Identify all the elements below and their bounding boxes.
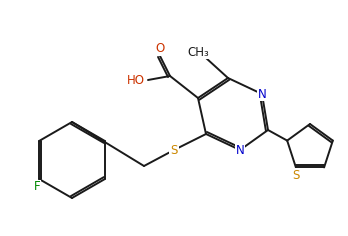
Text: F: F (34, 181, 40, 194)
Text: O: O (155, 42, 165, 55)
Text: S: S (170, 143, 178, 156)
Text: S: S (292, 169, 300, 182)
Text: CH₃: CH₃ (187, 46, 209, 59)
Text: N: N (236, 143, 244, 156)
Text: N: N (258, 88, 266, 101)
Text: HO: HO (127, 73, 145, 87)
